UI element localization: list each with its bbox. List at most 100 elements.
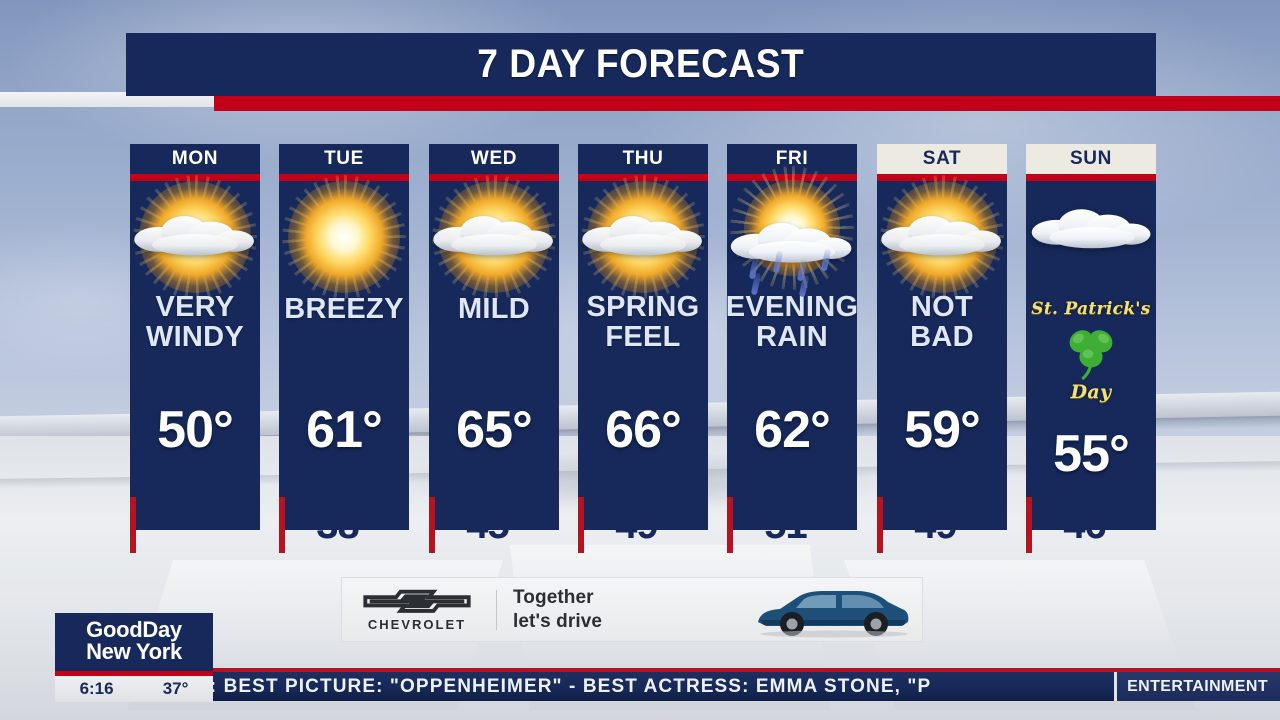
low-temperature-cell-wed: 45° [429,497,559,553]
forecast-day-tue[interactable]: TUE BREEZY 61° [279,144,409,530]
low-temp-accent-bar [429,497,435,553]
station-bug-rule [55,670,213,676]
high-temperature: 50° [157,401,234,459]
high-temperature: 61° [306,401,383,459]
ad-tagline-line1: Together [513,587,594,609]
day-name-label: FRI [727,144,857,174]
forecast-day-mon[interactable]: MON VERY WINDY 50° [130,144,260,530]
suv-icon [758,590,909,637]
weather-icon-wrapper [130,175,260,299]
cloud-icon [1030,199,1154,255]
day-name-label: THU [578,144,708,174]
low-temp-accent-bar [279,497,285,553]
chevrolet-wordmark: CHEVROLET [367,617,467,632]
station-logo-line1: GoodDay [86,617,182,642]
day-name-label: SUN [1026,144,1156,174]
weather-icon-wrapper [1026,181,1156,293]
station-logo-line2: New York [86,639,182,665]
weather-icon-wrapper [279,175,409,299]
low-temperature-cell-sat: 49° [877,497,1007,553]
ticker-headline: S: BEST PICTURE: "OPPENHEIMER" - BEST AC… [196,675,932,697]
page-title: 7 DAY FORECAST [477,42,805,86]
current-time: 6:16 [79,678,114,698]
day-description-line2: FEEL [605,320,681,353]
ticker-rule [188,668,1280,672]
day-name-label: SAT [877,144,1007,174]
holiday-graphic: St. Patrick's Day [1026,299,1156,403]
current-temperature: 37° [162,678,189,698]
forecast-day-sat[interactable]: SAT NOT BAD 59° [877,144,1007,530]
day-panel: VERY WINDY 50° [130,175,260,530]
title-accent-red [214,96,1280,111]
high-temperature: 59° [904,401,981,459]
weather-icon-wrapper [429,175,559,299]
day-description-line1: MILD [457,293,531,325]
day-panel: BREEZY 61° [279,175,409,530]
high-temperature: 55° [1053,425,1130,483]
day-panel: EVENING RAIN 62° [725,166,859,530]
low-temperature: 45° [466,502,525,547]
day-panel: St. Patrick's Day 55° [1026,181,1156,530]
forecast-day-fri[interactable]: FRI EVENING RAIN 62° [725,144,859,530]
day-description: EVENING RAIN [725,291,859,352]
day-description: BREEZY [284,293,404,325]
low-temperature-cell-tue: 38° [279,497,409,553]
forecast-day-sun[interactable]: SUN St. Patrick's Day 55° [1026,144,1156,530]
low-temperature: 49° [615,502,674,547]
day-description: MILD [457,293,531,325]
low-temp-accent-bar [877,497,883,553]
weather-icon-wrapper [578,175,708,299]
low-temperature-cell-thu: 49° [578,497,708,553]
station-bug-info: 6:16 37° [55,675,213,702]
low-temperature: 49° [914,502,973,547]
day-description-line1: EVENING [725,291,859,323]
low-temperature: 38° [316,502,375,547]
weather-icon-wrapper [877,175,1007,299]
ad-tagline-line2: let's drive [513,610,603,632]
ticker-body: S: BEST PICTURE: "OPPENHEIMER" - BEST AC… [188,672,1280,701]
weather-icon-wrapper [727,166,857,298]
ticker-category-badge: ENTERTAINMENT [1114,672,1280,701]
high-temperature: 66° [605,401,682,459]
day-name-label: WED [429,144,559,174]
chevrolet-logo: CHEVROLET [342,587,492,632]
day-description: NOT BAD [910,292,974,353]
day-description-line2: WINDY [145,320,245,353]
day-description: VERY WINDY [145,292,245,353]
low-temperature-cell-sun: 46° [1026,497,1156,553]
low-temperature: 46° [1063,502,1122,547]
chevrolet-advertisement[interactable]: CHEVROLET Together let's drive [341,577,923,642]
station-logo: GoodDay New York [55,613,213,671]
day-name-label: MON [130,144,260,174]
shamrock-icon [1069,330,1113,380]
high-temperature: 65° [456,401,533,459]
day-panel: NOT BAD 59° [877,175,1007,530]
low-temp-accent-bar [578,497,584,553]
rain-drops-icon [741,247,843,298]
day-description: SPRING FEEL [587,292,700,353]
high-temperature: 62° [754,401,831,459]
low-temp-accent-bar [1026,497,1032,553]
low-temp-accent-bar [727,497,733,553]
low-temperature: 51° [764,502,823,547]
news-ticker: S: BEST PICTURE: "OPPENHEIMER" - BEST AC… [188,668,1280,701]
day-name-label: TUE [279,144,409,174]
day-description-line1: BREEZY [284,293,404,325]
chevrolet-bowtie-icon [363,589,471,613]
day-panel: MILD 65° [429,175,559,530]
ad-tagline: Together let's drive [513,586,602,632]
forecast-day-wed[interactable]: WED MILD 65° [429,144,559,530]
low-temp-accent-bar [130,497,136,553]
holiday-line1: St. Patrick's [1031,299,1151,319]
low-temperature-cell-mon [130,497,260,553]
day-description-line2: BAD [910,320,974,353]
forecast-title-bar: 7 DAY FORECAST [126,33,1156,96]
day-panel: SPRING FEEL 66° [578,175,708,530]
forecast-day-thu[interactable]: THU SPRING FEEL 66° [578,144,708,530]
day-header-rule [1026,174,1156,181]
holiday-line2: Day [1070,381,1112,403]
station-bug: GoodDay New York 6:16 37° [55,613,213,702]
low-temperature-cell-fri: 51° [727,497,857,553]
ad-divider [496,589,497,630]
